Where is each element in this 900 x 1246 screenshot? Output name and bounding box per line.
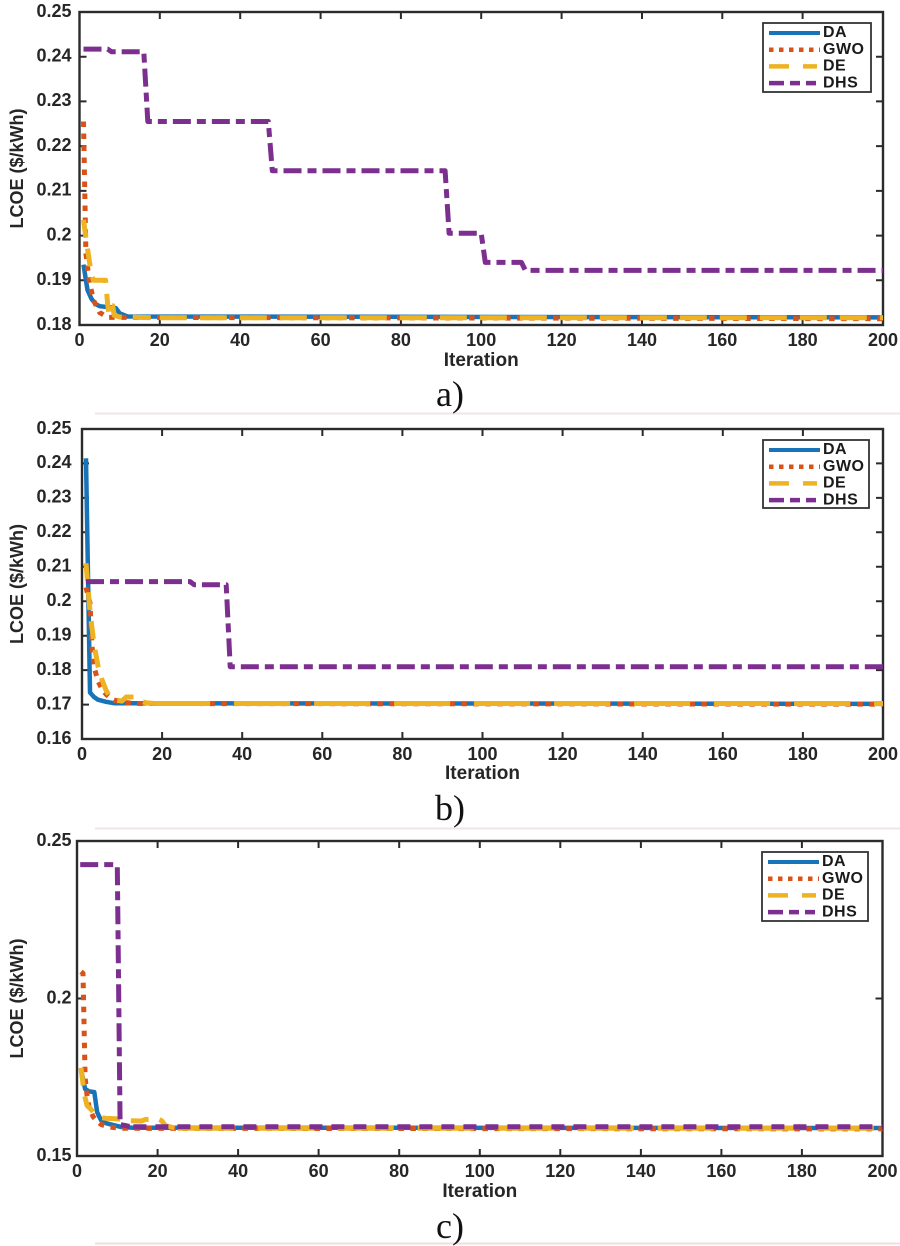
svg-text:DHS: DHS xyxy=(823,491,858,508)
svg-text:b): b) xyxy=(435,788,465,828)
svg-text:180: 180 xyxy=(788,330,818,350)
svg-text:140: 140 xyxy=(628,744,658,764)
svg-text:LCOE ($/kWh): LCOE ($/kWh) xyxy=(7,938,27,1058)
svg-text:DHS: DHS xyxy=(823,74,858,91)
svg-text:Iteration: Iteration xyxy=(442,1181,517,1202)
svg-text:160: 160 xyxy=(708,744,738,764)
svg-text:20: 20 xyxy=(150,330,170,350)
svg-text:GWO: GWO xyxy=(823,41,865,58)
svg-text:0.21: 0.21 xyxy=(36,556,71,576)
svg-text:0.2: 0.2 xyxy=(46,590,71,610)
svg-text:DA: DA xyxy=(823,441,847,458)
svg-text:100: 100 xyxy=(467,744,497,764)
svg-text:160: 160 xyxy=(707,330,737,350)
svg-text:0.21: 0.21 xyxy=(36,180,71,200)
svg-text:180: 180 xyxy=(788,744,818,764)
svg-text:0.24: 0.24 xyxy=(36,45,71,65)
svg-text:LCOE ($/kWh): LCOE ($/kWh) xyxy=(7,524,27,644)
svg-text:0.24: 0.24 xyxy=(36,452,71,472)
svg-text:GWO: GWO xyxy=(823,458,865,475)
svg-text:120: 120 xyxy=(545,1161,575,1181)
svg-text:20: 20 xyxy=(148,1161,168,1181)
svg-text:0.18: 0.18 xyxy=(36,314,71,334)
svg-text:80: 80 xyxy=(389,1161,409,1181)
svg-text:60: 60 xyxy=(312,744,332,764)
svg-text:0.19: 0.19 xyxy=(36,624,71,644)
svg-text:80: 80 xyxy=(392,744,412,764)
svg-text:160: 160 xyxy=(706,1161,736,1181)
svg-text:DA: DA xyxy=(823,24,847,41)
svg-text:Iteration: Iteration xyxy=(444,350,519,371)
svg-text:40: 40 xyxy=(228,1161,248,1181)
svg-text:LCOE ($/kWh): LCOE ($/kWh) xyxy=(7,108,27,228)
svg-text:100: 100 xyxy=(466,330,496,350)
svg-text:0.2: 0.2 xyxy=(46,987,71,1007)
svg-text:40: 40 xyxy=(232,744,252,764)
svg-text:100: 100 xyxy=(465,1161,495,1181)
svg-text:120: 120 xyxy=(548,744,578,764)
svg-text:0.23: 0.23 xyxy=(36,487,71,507)
svg-text:0: 0 xyxy=(72,1161,82,1181)
svg-text:0.18: 0.18 xyxy=(36,659,71,679)
svg-text:140: 140 xyxy=(626,1161,656,1181)
svg-text:60: 60 xyxy=(309,1161,329,1181)
svg-text:DE: DE xyxy=(823,475,846,492)
svg-text:200: 200 xyxy=(868,330,898,350)
svg-text:DE: DE xyxy=(822,887,845,904)
svg-text:0.23: 0.23 xyxy=(36,90,71,110)
svg-text:200: 200 xyxy=(867,1161,897,1181)
svg-text:0.2: 0.2 xyxy=(46,224,71,244)
svg-text:0.22: 0.22 xyxy=(36,135,71,155)
svg-text:0.15: 0.15 xyxy=(36,1145,71,1165)
svg-text:0.25: 0.25 xyxy=(36,830,71,850)
svg-text:120: 120 xyxy=(547,330,577,350)
svg-text:200: 200 xyxy=(868,744,898,764)
svg-text:180: 180 xyxy=(787,1161,817,1181)
svg-text:GWO: GWO xyxy=(822,870,864,887)
svg-text:0.25: 0.25 xyxy=(36,418,71,438)
svg-text:60: 60 xyxy=(311,330,331,350)
svg-text:DE: DE xyxy=(823,58,846,75)
svg-text:DHS: DHS xyxy=(822,903,857,920)
svg-text:0.19: 0.19 xyxy=(36,269,71,289)
svg-text:a): a) xyxy=(436,374,464,414)
svg-text:0: 0 xyxy=(74,330,84,350)
svg-text:c): c) xyxy=(436,1206,464,1246)
svg-text:40: 40 xyxy=(230,330,250,350)
svg-text:Iteration: Iteration xyxy=(445,763,520,784)
svg-text:80: 80 xyxy=(391,330,411,350)
svg-text:20: 20 xyxy=(152,744,172,764)
svg-text:0.25: 0.25 xyxy=(36,1,71,21)
svg-text:0.17: 0.17 xyxy=(36,693,71,713)
svg-text:0.22: 0.22 xyxy=(36,521,71,541)
svg-text:DA: DA xyxy=(822,853,846,870)
svg-text:0: 0 xyxy=(77,744,87,764)
svg-text:140: 140 xyxy=(627,330,657,350)
svg-text:0.16: 0.16 xyxy=(36,728,71,748)
